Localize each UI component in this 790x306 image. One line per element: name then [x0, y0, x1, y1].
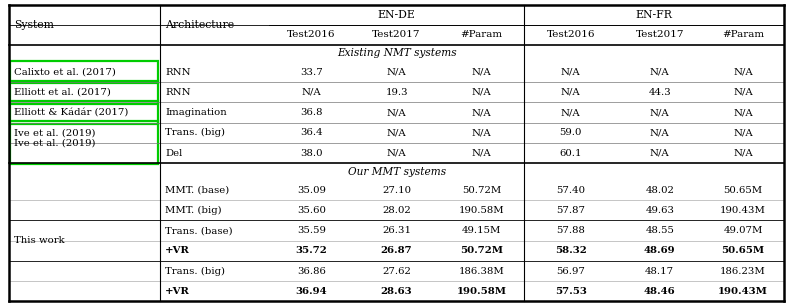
Text: Ive et al. (2019): Ive et al. (2019)	[14, 128, 96, 137]
Text: 57.87: 57.87	[556, 206, 585, 215]
Text: Architecture: Architecture	[165, 20, 235, 30]
Text: 27.10: 27.10	[382, 186, 411, 195]
Text: N/A: N/A	[650, 148, 670, 158]
Text: 186.38M: 186.38M	[459, 267, 505, 276]
Text: MMT. (base): MMT. (base)	[165, 186, 229, 195]
Text: Test2016: Test2016	[547, 30, 595, 39]
Text: Test2017: Test2017	[636, 30, 684, 39]
Text: Trans. (base): Trans. (base)	[165, 226, 233, 235]
Text: N/A: N/A	[472, 108, 491, 117]
Text: 57.40: 57.40	[556, 186, 585, 195]
Text: N/A: N/A	[650, 68, 670, 76]
Text: EN-DE: EN-DE	[378, 10, 416, 20]
Text: N/A: N/A	[387, 148, 406, 158]
Text: N/A: N/A	[561, 108, 581, 117]
Text: 26.87: 26.87	[381, 246, 412, 255]
Text: N/A: N/A	[733, 88, 753, 97]
Text: 50.72M: 50.72M	[461, 246, 503, 255]
Text: 190.58M: 190.58M	[457, 287, 506, 296]
Text: 49.63: 49.63	[645, 206, 675, 215]
Text: Del: Del	[165, 148, 182, 158]
Text: N/A: N/A	[561, 88, 581, 97]
Text: 59.0: 59.0	[559, 128, 582, 137]
Text: Test2017: Test2017	[372, 30, 421, 39]
Text: 35.60: 35.60	[297, 206, 325, 215]
Text: 48.55: 48.55	[645, 226, 674, 235]
Text: N/A: N/A	[472, 148, 491, 158]
Text: Calixto et al. (2017): Calixto et al. (2017)	[14, 68, 116, 76]
Text: 190.58M: 190.58M	[459, 206, 505, 215]
Text: N/A: N/A	[733, 128, 753, 137]
Text: N/A: N/A	[733, 68, 753, 76]
Text: 38.0: 38.0	[300, 148, 322, 158]
Text: N/A: N/A	[387, 128, 406, 137]
Text: This work: This work	[14, 236, 65, 245]
Text: Existing NMT systems: Existing NMT systems	[337, 48, 457, 58]
Text: N/A: N/A	[650, 108, 670, 117]
Text: 36.94: 36.94	[295, 287, 327, 296]
Text: N/A: N/A	[472, 128, 491, 137]
Text: 57.88: 57.88	[556, 226, 585, 235]
Text: 35.09: 35.09	[297, 186, 325, 195]
Text: Trans. (big): Trans. (big)	[165, 267, 225, 276]
Text: 35.72: 35.72	[295, 246, 327, 255]
Text: Ive et al. (2019): Ive et al. (2019)	[14, 138, 96, 147]
Bar	[10, 121, 158, 164]
Text: +VR: +VR	[165, 246, 190, 255]
Text: 27.62: 27.62	[382, 267, 411, 276]
Text: 36.86: 36.86	[297, 267, 325, 276]
Text: N/A: N/A	[472, 68, 491, 76]
Text: 36.4: 36.4	[300, 128, 323, 137]
Text: 58.32: 58.32	[555, 246, 587, 255]
Text: System: System	[14, 20, 54, 30]
Text: 56.97: 56.97	[556, 267, 585, 276]
Text: 28.02: 28.02	[382, 206, 411, 215]
Text: EN-FR: EN-FR	[636, 10, 672, 20]
Text: RNN: RNN	[165, 68, 191, 76]
Text: 48.69: 48.69	[644, 246, 675, 255]
Text: Test2016: Test2016	[288, 30, 336, 39]
Text: 50.65M: 50.65M	[724, 186, 762, 195]
Text: 60.1: 60.1	[559, 148, 582, 158]
Bar	[10, 81, 158, 104]
Text: 36.8: 36.8	[300, 108, 322, 117]
Text: 49.07M: 49.07M	[724, 226, 762, 235]
Text: Trans. (big): Trans. (big)	[165, 128, 225, 137]
Text: 48.46: 48.46	[644, 287, 675, 296]
Text: Imagination: Imagination	[165, 108, 227, 117]
Text: 186.23M: 186.23M	[720, 267, 766, 276]
Bar	[10, 101, 158, 124]
Text: #Param: #Param	[461, 30, 502, 39]
Text: N/A: N/A	[387, 108, 406, 117]
Text: N/A: N/A	[733, 108, 753, 117]
Text: Elliott et al. (2017): Elliott et al. (2017)	[14, 88, 111, 97]
Text: 28.63: 28.63	[381, 287, 412, 296]
Text: MMT. (big): MMT. (big)	[165, 206, 222, 215]
Text: 19.3: 19.3	[386, 88, 408, 97]
Text: 26.31: 26.31	[382, 226, 411, 235]
Text: 49.15M: 49.15M	[462, 226, 502, 235]
Text: 57.53: 57.53	[555, 287, 587, 296]
Text: 190.43M: 190.43M	[720, 206, 766, 215]
Text: 48.17: 48.17	[645, 267, 675, 276]
Text: N/A: N/A	[472, 88, 491, 97]
Text: Elliott & Kádár (2017): Elliott & Kádár (2017)	[14, 108, 129, 117]
Text: 33.7: 33.7	[300, 68, 323, 76]
Text: N/A: N/A	[733, 148, 753, 158]
Text: N/A: N/A	[650, 128, 670, 137]
Text: RNN: RNN	[165, 88, 191, 97]
Text: 50.72M: 50.72M	[462, 186, 502, 195]
Text: 48.02: 48.02	[645, 186, 674, 195]
Text: N/A: N/A	[561, 68, 581, 76]
Text: +VR: +VR	[165, 287, 190, 296]
Text: N/A: N/A	[387, 68, 406, 76]
Bar	[10, 61, 158, 84]
Text: 44.3: 44.3	[649, 88, 671, 97]
Text: 50.65M: 50.65M	[721, 246, 765, 255]
Text: N/A: N/A	[302, 88, 322, 97]
Text: #Param: #Param	[722, 30, 764, 39]
Text: 190.43M: 190.43M	[718, 287, 768, 296]
Text: Our MMT systems: Our MMT systems	[348, 166, 446, 177]
Text: 35.59: 35.59	[297, 226, 325, 235]
